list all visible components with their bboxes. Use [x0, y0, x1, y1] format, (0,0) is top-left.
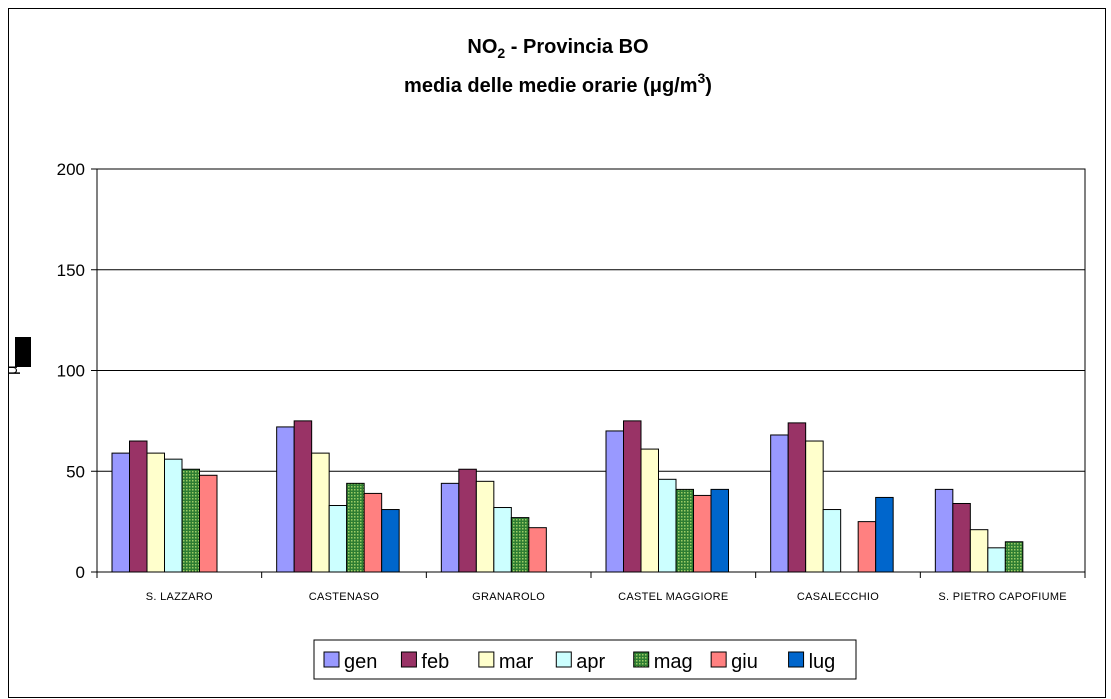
bar-gen: [440, 482, 460, 573]
y-tick-label: 50: [66, 462, 85, 481]
bar-mar: [640, 448, 659, 573]
bar-mar: [969, 529, 989, 573]
legend-swatch-feb: [400, 651, 417, 668]
y-tick-label: 150: [57, 261, 85, 280]
bar-mag: [510, 517, 530, 573]
bar-apr: [987, 547, 1006, 573]
bar-mar: [805, 440, 824, 573]
legend-label-gen: gen: [344, 651, 377, 673]
bar-feb: [293, 420, 313, 573]
chart-title-line2: media delle medie orarie (μg/m3): [404, 70, 712, 97]
bar-gen: [605, 430, 624, 573]
bar-gen: [770, 434, 789, 573]
legend-label-lug: lug: [809, 651, 836, 673]
x-tick-label: CASTEL MAGGIORE: [618, 591, 728, 603]
y-tick-label: 100: [57, 362, 85, 381]
legend-label-mag: mag: [654, 651, 693, 673]
x-tick-label: CASALECCHIO: [797, 591, 879, 603]
legend-swatch-mar: [478, 651, 495, 668]
bar-chart: NO2 - Provincia BO media delle medie ora…: [9, 36, 1086, 680]
legend-swatch-lug: [788, 651, 805, 668]
x-tick-label: S. LAZZARO: [146, 591, 213, 603]
bar-lug: [381, 509, 400, 573]
x-tick-label: CASTENASO: [309, 591, 380, 603]
bar-feb: [129, 440, 148, 573]
bar-mag: [346, 482, 365, 573]
bar-giu: [199, 474, 218, 573]
chart-title-line1: NO2 - Provincia BO: [467, 36, 648, 61]
legend-swatch-giu: [710, 651, 727, 668]
bar-apr: [493, 507, 512, 573]
bar-mag: [675, 488, 694, 573]
bar-mar: [311, 452, 330, 573]
bar-mag: [1004, 541, 1024, 573]
plot-area: 0 50 100 150 200 μ S. LAZZARO CASTENASO GRANAROL…: [9, 160, 1086, 603]
bar-gen: [111, 452, 130, 573]
legend-swatch-apr: [555, 651, 572, 668]
bar-feb: [787, 422, 807, 573]
bar-apr: [328, 505, 348, 573]
legend-label-mar: mar: [499, 651, 534, 673]
legend-swatch-mag: [633, 651, 650, 668]
ylabel-box: [15, 339, 24, 347]
bar-feb: [952, 502, 971, 573]
bar-mar: [475, 480, 495, 573]
legend-label-giu: giu: [731, 651, 758, 673]
bar-giu: [857, 521, 877, 573]
bar-giu: [693, 494, 712, 573]
bar-feb: [458, 468, 477, 573]
bar-giu: [528, 527, 547, 573]
chart-frame: NO2 - Provincia BO media delle medie ora…: [8, 8, 1106, 698]
bar-apr: [822, 509, 842, 573]
legend-label-feb: feb: [421, 651, 449, 673]
y-tick-label: 0: [76, 563, 85, 582]
bar-gen: [276, 426, 295, 573]
bar-apr: [164, 458, 183, 573]
bar-mag: [181, 468, 200, 573]
y-tick-label: 200: [57, 160, 85, 179]
bar-mar: [146, 452, 165, 573]
bar-lug: [875, 496, 894, 573]
bar-feb: [623, 420, 642, 573]
bar-lug: [710, 488, 729, 573]
y-axis-label: μ: [9, 365, 21, 375]
legend-label-apr: apr: [576, 651, 605, 673]
x-tick-label: GRANAROLO: [472, 591, 545, 603]
bar-apr: [658, 478, 677, 573]
bar-giu: [363, 492, 383, 573]
x-tick-label: S. PIETRO CAPOFIUME: [938, 591, 1067, 603]
legend: gen feb mar apr mag giu lug: [313, 639, 857, 680]
bar-gen: [934, 488, 954, 573]
legend-swatch-gen: [323, 651, 340, 668]
